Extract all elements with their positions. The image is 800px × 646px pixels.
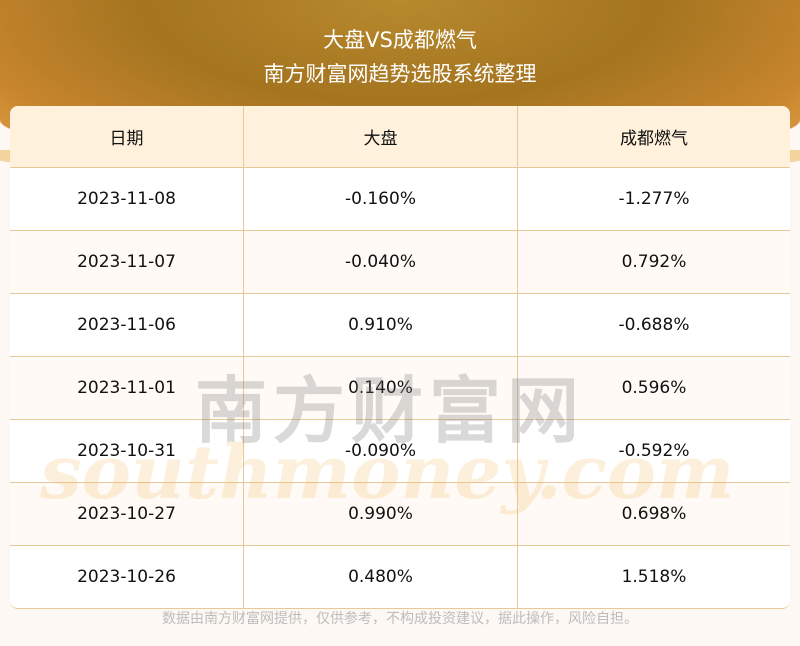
column-header-market: 大盘 [244, 106, 518, 167]
market-cell: -0.160% [244, 168, 518, 230]
date-cell: 2023-10-26 [10, 546, 244, 608]
market-cell: 0.910% [244, 294, 518, 356]
market-cell: 0.140% [244, 357, 518, 419]
table-row: 2023-11-01 0.140% 0.596% [10, 356, 790, 419]
date-cell: 2023-11-07 [10, 231, 244, 293]
column-header-date: 日期 [10, 106, 244, 167]
stock-cell: -0.688% [618, 315, 690, 335]
stock-cell: 0.698% [621, 504, 687, 524]
table-row: 2023-10-27 0.990% 0.698% [10, 482, 790, 545]
stock-cell: 1.518% [621, 567, 687, 587]
date-cell: 2023-11-08 [10, 168, 244, 230]
table-header-row: 日期 大盘 成都燃气 [10, 106, 790, 167]
stock-cell: 0.596% [621, 378, 687, 398]
page-subtitle: 南方财富网趋势选股系统整理 [263, 62, 537, 86]
date-cell: 2023-10-27 [10, 483, 244, 545]
table-row: 2023-10-26 0.480% 1.518% [10, 545, 790, 608]
table-row: 2023-11-06 0.910% -0.688% [10, 293, 790, 356]
stock-cell: -0.592% [618, 441, 690, 461]
date-cell: 2023-11-06 [10, 294, 244, 356]
date-cell: 2023-11-01 [10, 357, 244, 419]
disclaimer: 数据由南方财富网提供，仅供参考，不构成投资建议，据此操作，风险自担。 [162, 611, 638, 627]
page-title: 大盘VS成都燃气 [323, 28, 477, 52]
table-row: 2023-11-08 -0.160% -1.277% [10, 167, 790, 230]
comparison-table: 日期 大盘 成都燃气 2023-11-08 -0.160% -1.277% 2023-… [10, 106, 790, 609]
stock-cell: 0.792% [621, 252, 687, 272]
table-row: 2023-11-07 -0.040% 0.792% [10, 230, 790, 293]
market-cell: -0.040% [244, 231, 518, 293]
market-cell: 0.480% [244, 546, 518, 608]
stock-cell: -1.277% [618, 189, 690, 209]
table-row: 2023-10-31 -0.090% -0.592% [10, 419, 790, 482]
date-cell: 2023-10-31 [10, 420, 244, 482]
column-header-stock: 成都燃气 [620, 129, 688, 149]
market-cell: -0.090% [244, 420, 518, 482]
market-cell: 0.990% [244, 483, 518, 545]
